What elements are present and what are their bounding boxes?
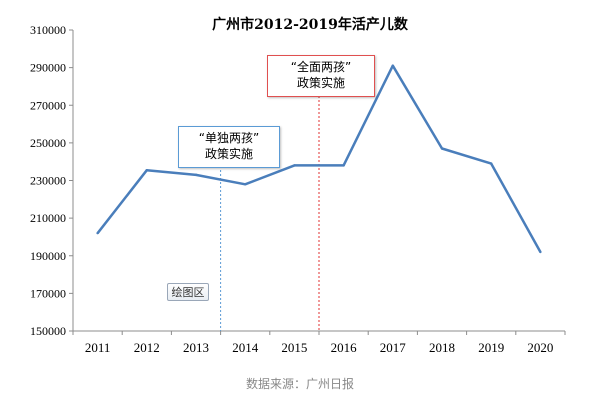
annotation-double-line1: “全面两孩” — [290, 60, 352, 74]
data-point — [145, 168, 148, 172]
data-point — [342, 164, 345, 167]
series-layer — [96, 64, 542, 254]
y-tick-label: 270000 — [30, 98, 66, 112]
data-point — [96, 231, 99, 235]
plot-area-tag: 绘图区 — [167, 283, 209, 301]
annotation-single-line2: 政策实施 — [204, 147, 253, 161]
annotation-double-line2: 政策实施 — [296, 76, 345, 90]
x-tick-label: 2017 — [380, 340, 407, 355]
y-tick-label: 210000 — [30, 211, 66, 225]
data-point — [194, 173, 198, 177]
data-point — [244, 183, 247, 186]
x-tick-label: 2016 — [331, 340, 358, 355]
chart-title: 广州市2012-2019年活产儿数 — [212, 16, 409, 33]
x-tick-label: 2018 — [429, 340, 455, 355]
x-tick-label: 2014 — [232, 340, 259, 355]
policy-guide-lines — [220, 96, 320, 331]
data-point — [440, 147, 444, 150]
series-line — [96, 64, 542, 253]
annotation-single-child-policy: “单独两孩” 政策实施 — [178, 126, 280, 168]
source-note: 数据来源：广州日报 — [245, 377, 354, 391]
annotation-universal-two-child-policy: “全面两孩” 政策实施 — [267, 55, 375, 97]
data-point — [539, 250, 542, 254]
y-tick-label: 190000 — [30, 249, 66, 263]
y-tick-label: 250000 — [30, 136, 66, 150]
x-tick-label: 2012 — [134, 340, 160, 355]
y-tick-label: 170000 — [30, 286, 66, 300]
data-point — [490, 162, 493, 165]
y-tick-label: 310000 — [30, 23, 66, 37]
x-tick-label: 2020 — [527, 340, 553, 355]
x-tick-label: 2013 — [183, 340, 209, 355]
annotation-single-line1: “单独两孩” — [198, 131, 260, 145]
y-tick-label: 150000 — [30, 324, 66, 338]
x-tick-label: 2015 — [281, 340, 307, 355]
x-tick-label: 2019 — [478, 340, 504, 355]
data-point — [293, 164, 296, 167]
y-tick-label: 290000 — [30, 61, 66, 75]
x-tick-label: 2011 — [85, 340, 111, 355]
y-tick-label: 230000 — [30, 174, 66, 188]
data-point — [391, 64, 394, 67]
axes: 150000 170000 190000 210000 230000 250000 2700… — [30, 23, 566, 355]
